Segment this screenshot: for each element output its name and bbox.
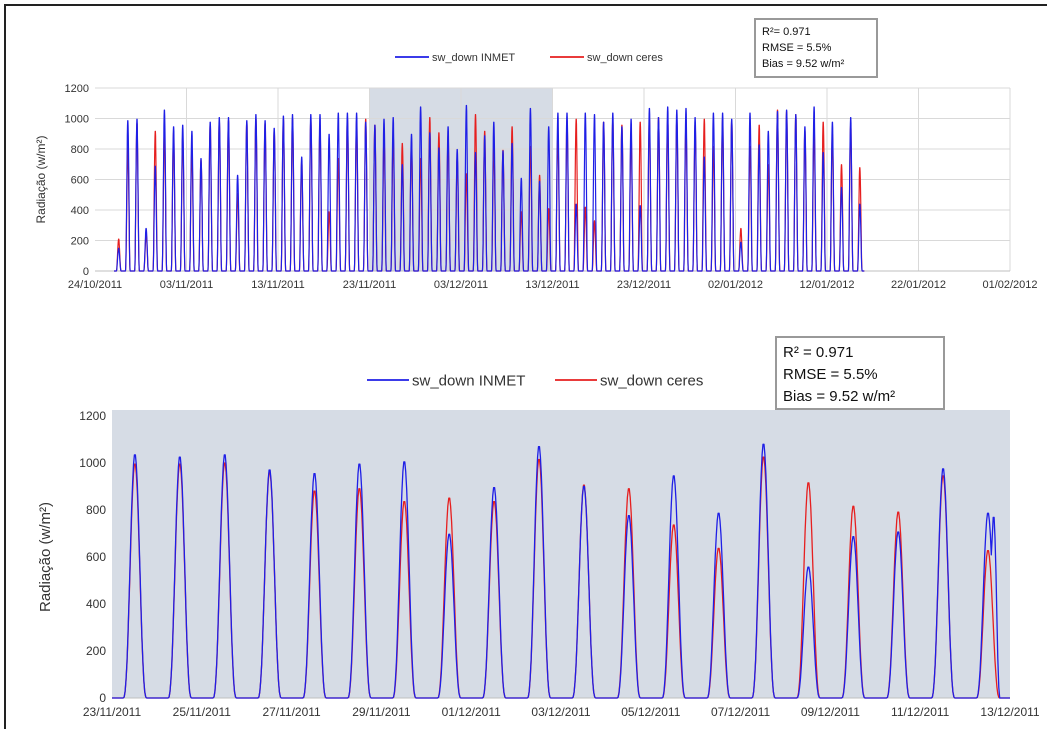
legend-label: sw_down ceres [587, 52, 663, 64]
chart-top: 0 200 400 600 800 1000 1200 24/10/2011 03/11/201… [34, 52, 1038, 291]
y-tick-label: 400 [86, 597, 106, 611]
x-tick-label: 07/12/2011 [711, 705, 770, 719]
legend: sw_down INMET sw_down ceres [395, 52, 663, 64]
bias-label: Bias = 9.52 w/m² [783, 388, 896, 405]
y-tick-label: 800 [71, 144, 89, 156]
x-tick-label: 09/12/2011 [801, 705, 860, 719]
y-tick-label: 400 [71, 205, 89, 217]
y-tick-label: 600 [71, 174, 89, 186]
y-tick-label: 200 [86, 644, 106, 658]
x-tick-label: 01/02/2012 [982, 279, 1037, 291]
y-tick-label: 1200 [65, 83, 89, 95]
x-tick-label: 02/01/2012 [708, 279, 763, 291]
x-tick-label: 24/10/2011 [68, 279, 122, 291]
x-tick-label: 05/12/2011 [621, 705, 680, 719]
y-tick-label: 200 [71, 235, 89, 247]
x-tick-label: 13/12/2011 [980, 705, 1039, 719]
y-tick-label: 1000 [65, 113, 89, 125]
chart-bottom: 0 200 400 600 800 1000 1200 23/11/2011 25/11/201… [37, 372, 1040, 719]
x-tick-label: 03/12/2011 [531, 705, 590, 719]
r2-label: R² = 0.971 [783, 344, 854, 361]
x-tick-label: 23/11/2011 [83, 705, 142, 719]
x-tick-label: 01/12/2011 [442, 705, 501, 719]
stats-box-top: R²= 0.971 RMSE = 5.5% Bias = 9.52 w/m² [754, 18, 878, 78]
series-line-inmet [112, 443, 1010, 699]
x-tick-label: 03/12/2011 [434, 279, 488, 291]
y-tick-label: 1000 [79, 456, 106, 470]
legend-label: sw_down ceres [600, 372, 703, 389]
y-tick-label: 1200 [79, 409, 106, 423]
x-tick-label: 27/11/2011 [262, 705, 321, 719]
y-axis-label: Radiação (w/m²) [34, 135, 48, 223]
y-tick-label: 0 [99, 691, 106, 705]
figure-frame [4, 4, 1047, 729]
x-tick-label: 29/11/2011 [352, 705, 411, 719]
x-tick-label: 03/11/2011 [160, 279, 213, 291]
y-axis-label: Radiação (w/m²) [37, 502, 54, 612]
y-tick-label: 0 [83, 266, 89, 278]
x-tick-label: 12/01/2012 [799, 279, 854, 291]
x-tick-label: 23/11/2011 [343, 279, 396, 291]
r2-label: R²= 0.971 [762, 26, 811, 38]
y-tick-label: 800 [86, 503, 106, 517]
legend: sw_down INMET sw_down ceres [367, 372, 703, 389]
series-line-inmet [113, 104, 865, 272]
rmse-label: RMSE = 5.5% [783, 366, 878, 383]
stats-box-bottom: R² = 0.971 RMSE = 5.5% Bias = 9.52 w/m² [775, 336, 945, 410]
x-tick-label: 11/12/2011 [891, 705, 950, 719]
legend-label: sw_down INMET [432, 52, 515, 64]
y-tick-label: 600 [86, 550, 106, 564]
x-tick-label: 25/11/2011 [173, 705, 232, 719]
bias-label: Bias = 9.52 w/m² [762, 58, 845, 70]
highlight-region [112, 410, 1010, 698]
legend-label: sw_down INMET [412, 372, 525, 389]
rmse-label: RMSE = 5.5% [762, 42, 832, 54]
x-tick-label: 13/11/2011 [251, 279, 304, 291]
x-tick-label: 13/12/2011 [525, 279, 579, 291]
x-tick-label: 22/01/2012 [891, 279, 946, 291]
x-tick-label: 23/12/2011 [617, 279, 671, 291]
